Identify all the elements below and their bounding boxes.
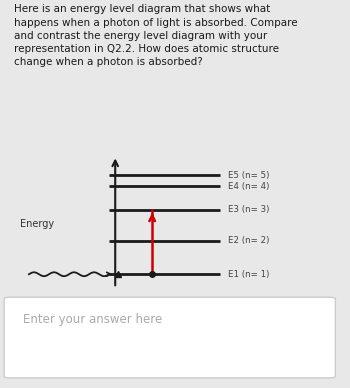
Text: E3 (n= 3): E3 (n= 3) xyxy=(228,206,269,215)
FancyBboxPatch shape xyxy=(4,297,335,378)
Text: E4 (n= 4): E4 (n= 4) xyxy=(228,182,269,191)
Text: Enter your answer here: Enter your answer here xyxy=(23,313,162,326)
Text: Energy: Energy xyxy=(20,219,54,229)
Text: Here is an energy level diagram that shows what
happens when a photon of light i: Here is an energy level diagram that sho… xyxy=(14,4,298,67)
Text: E2 (n= 2): E2 (n= 2) xyxy=(228,236,269,245)
Text: E1 (n= 1): E1 (n= 1) xyxy=(228,270,269,279)
Text: E5 (n= 5): E5 (n= 5) xyxy=(228,171,269,180)
